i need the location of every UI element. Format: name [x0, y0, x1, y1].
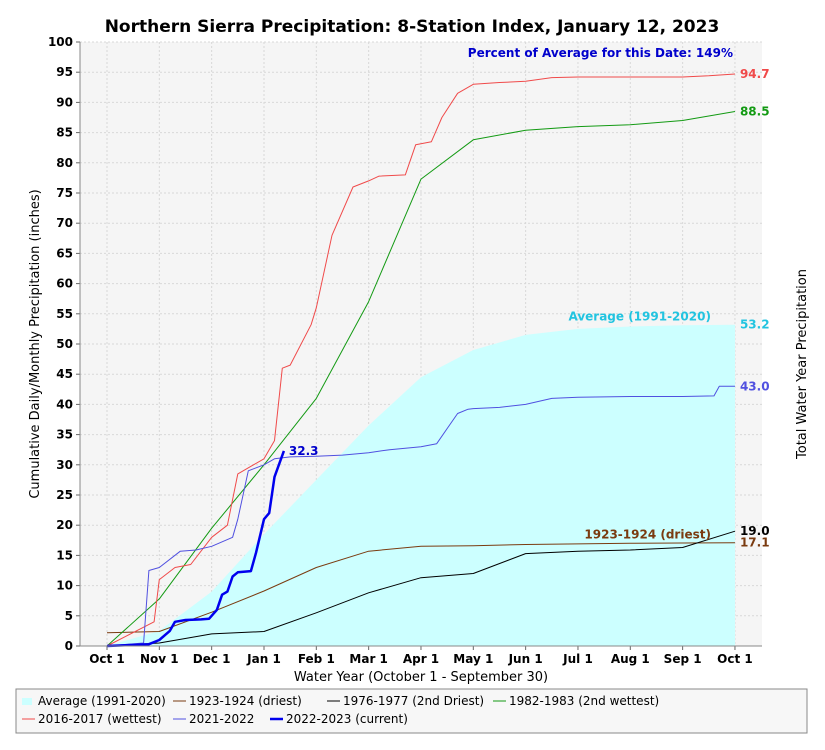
annotations: 53.2 17.119.0 88.5 94.7 43.0 32.3 Average (199… — [289, 67, 770, 550]
y-tick-label: 20 — [56, 518, 73, 532]
end-label-2022-2023-current: 32.3 — [289, 444, 319, 458]
y-tick-label: 55 — [56, 307, 73, 321]
x-tick-label: Jul 1 — [562, 652, 593, 666]
y-tick-label: 0 — [65, 639, 73, 653]
x-tick-labels: Oct 1 Nov 1 Dec 1 Jan 1 Feb 1 Mar 1 Apr 1 May 1… — [89, 652, 753, 666]
end-label-1976-1977-2nd-driest: 19.0 — [740, 524, 770, 538]
legend-label: 1976-1977 (2nd Driest) — [343, 694, 484, 708]
chart-title: Northern Sierra Precipitation: 8-Station… — [105, 17, 720, 37]
y-tick-label: 90 — [56, 95, 73, 109]
end-label-average-1991-2020: 53.2 — [740, 318, 770, 332]
legend-item-1976-1977-2nd-driest: 1976-1977 (2nd Driest) — [327, 694, 484, 708]
legend-label: 1982-1983 (2nd wettest) — [509, 694, 659, 708]
y-tick-label: 10 — [56, 579, 73, 593]
series-line-2021-2022 — [106, 385, 735, 647]
x-tick-label: Feb 1 — [298, 652, 335, 666]
end-label-2016-2017-wettest: 94.7 — [740, 67, 770, 81]
legend-item-2022-2023-current: 2022-2023 (current) — [270, 712, 408, 726]
x-tick-label: Oct 1 — [717, 652, 753, 666]
y-tick-label: 65 — [56, 246, 73, 260]
legend-item-2016-2017-wettest: 2016-2017 (wettest) — [22, 712, 162, 726]
inline-label-1923-1924-driest: 1923-1924 (driest) — [584, 528, 711, 542]
right-axis-title: Total Water Year Precipitation — [795, 269, 810, 460]
y-tick-label: 80 — [56, 156, 73, 170]
y-tick-label: 15 — [56, 548, 73, 562]
x-axis-title: Water Year (October 1 - September 30) — [294, 670, 548, 685]
y-tick-labels: 0 5 10 15 20 25 30 35 40 45 50 55 60 65 70 75 80 85 90 95 10… — [48, 35, 73, 653]
x-tick-label: Jun 1 — [508, 652, 543, 666]
x-tick-label: Sep 1 — [664, 652, 702, 666]
legend-item-1982-1983-2nd-wettest: 1982-1983 (2nd wettest) — [493, 694, 659, 708]
y-tick-label: 100 — [48, 35, 73, 49]
x-tick-label: Apr 1 — [403, 652, 439, 666]
x-tick-label: May 1 — [453, 652, 493, 666]
y-tick-label: 75 — [56, 186, 73, 200]
y-tick-label: 85 — [56, 126, 73, 140]
axes — [76, 41, 762, 650]
y-tick-label: 95 — [56, 65, 73, 79]
y-tick-label: 30 — [56, 458, 73, 472]
y-axis-title: Cumulative Daily/Monthly Precipitation (… — [28, 189, 43, 498]
end-label-1982-1983-2nd-wettest: 88.5 — [740, 104, 770, 118]
legend-swatch — [22, 698, 32, 705]
legend-label: Average (1991-2020) — [38, 694, 166, 708]
x-tick-label: Oct 1 — [89, 652, 125, 666]
legend-label: 2021-2022 — [189, 712, 254, 726]
series-line-1982-1983-2nd-wettest — [106, 111, 736, 647]
x-tick-label: Nov 1 — [140, 652, 179, 666]
series-layer — [106, 73, 736, 648]
series-line-2022-2023-current — [106, 450, 286, 648]
percent-of-average-note: Percent of Average for this Date: 149% — [468, 46, 733, 60]
series-line-1923-1924-driest — [106, 542, 736, 634]
x-tick-label: Aug 1 — [611, 652, 650, 666]
x-tick-label: Jan 1 — [246, 652, 281, 666]
legend-box — [15, 688, 808, 734]
y-tick-label: 50 — [56, 337, 73, 351]
legend-item-1923-1924-driest: 1923-1924 (driest) — [173, 694, 302, 708]
y-tick-label: 60 — [56, 277, 73, 291]
series-line-2016-2017-wettest — [106, 73, 736, 647]
inline-label-average-1991-2020: Average (1991-2020) — [568, 310, 711, 324]
legend: Average (1991-2020) 1923-1924 (driest) 197… — [22, 694, 659, 726]
legend-item-average-1991-2020: Average (1991-2020) — [22, 694, 166, 708]
y-tick-label: 5 — [65, 609, 73, 623]
y-tick-label: 70 — [56, 216, 73, 230]
legend-label: 2016-2017 (wettest) — [38, 712, 162, 726]
end-label-2021-2022: 43.0 — [740, 379, 770, 393]
y-tick-label: 40 — [56, 397, 73, 411]
end-label-1923-1924-driest: 17.1 — [740, 536, 770, 550]
legend-label: 1923-1924 (driest) — [189, 694, 302, 708]
y-tick-label: 35 — [56, 428, 73, 442]
legend-item-2021-2022: 2021-2022 — [173, 712, 254, 726]
series-line-1976-1977-2nd-driest — [106, 530, 736, 647]
y-tick-label: 45 — [56, 367, 73, 381]
x-tick-label: Mar 1 — [349, 652, 387, 666]
legend-label: 2022-2023 (current) — [286, 712, 408, 726]
series-area-average-1991-2020 — [107, 324, 735, 646]
y-tick-label: 25 — [56, 488, 73, 502]
x-tick-label: Dec 1 — [193, 652, 231, 666]
